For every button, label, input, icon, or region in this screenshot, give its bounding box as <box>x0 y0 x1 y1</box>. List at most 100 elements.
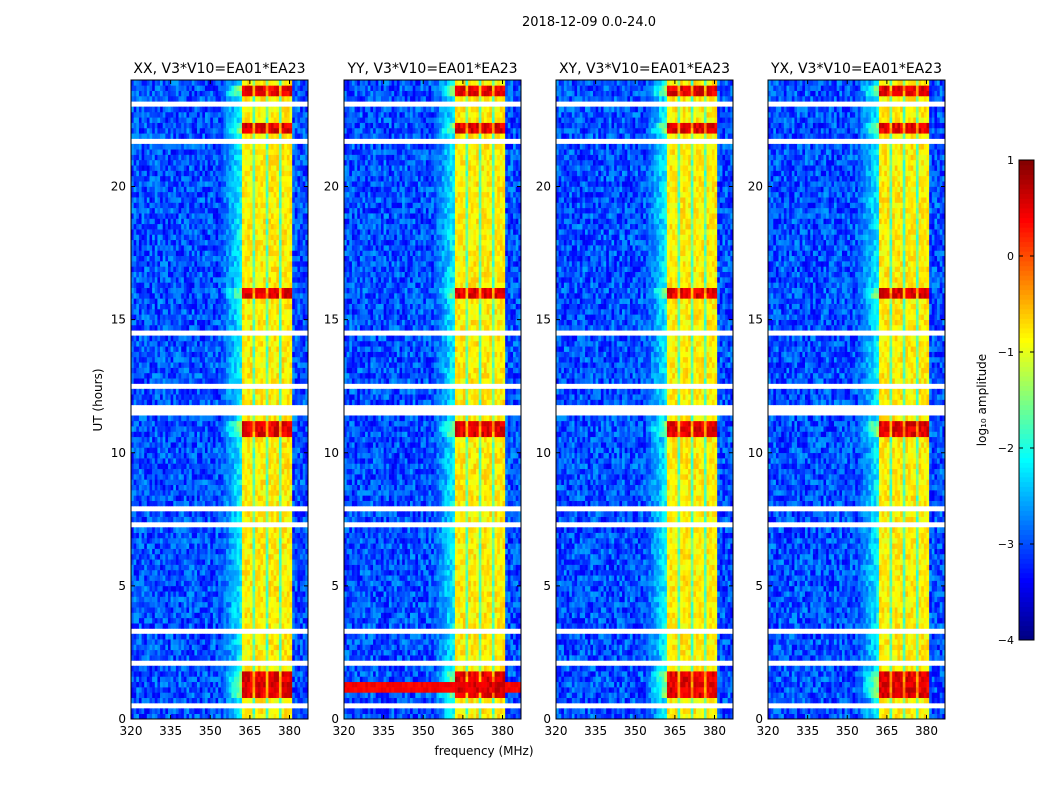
heatmap-cell <box>200 320 203 326</box>
heatmap-cell <box>295 453 298 459</box>
heatmap-cell <box>144 490 147 496</box>
heatmap-cell <box>250 581 253 587</box>
heatmap-cell <box>168 676 171 682</box>
heatmap-cell <box>134 533 137 539</box>
heatmap-cell <box>165 538 168 544</box>
heatmap-cell <box>231 511 234 517</box>
heatmap-cell <box>152 517 155 523</box>
heatmap-cell <box>139 304 142 310</box>
heatmap-cell <box>202 362 205 368</box>
heatmap-cell <box>303 591 306 597</box>
heatmap-cell <box>160 575 163 581</box>
heatmap-cell <box>134 346 137 352</box>
heatmap-cell <box>163 623 166 629</box>
heatmap-cell <box>136 533 139 539</box>
heatmap-cell <box>237 527 240 533</box>
heatmap-cell <box>226 687 229 693</box>
heatmap-cell <box>202 565 205 571</box>
heatmap-cell <box>260 511 263 517</box>
heatmap-cell <box>197 591 200 597</box>
heatmap-cell <box>223 549 226 555</box>
heatmap-cell <box>268 485 271 491</box>
heatmap-cell <box>142 453 145 459</box>
heatmap-cell <box>179 469 182 475</box>
heatmap-cell <box>266 581 269 587</box>
heatmap-cell <box>221 607 224 613</box>
heatmap-cell <box>216 352 219 358</box>
heatmap-cell <box>202 650 205 656</box>
heatmap-cell <box>179 597 182 603</box>
heatmap-cell <box>197 613 200 619</box>
heatmap-cell <box>213 538 216 544</box>
heatmap-cell <box>184 639 187 645</box>
heatmap-cell <box>155 373 158 379</box>
heatmap-cell <box>144 676 147 682</box>
heatmap-cell <box>290 623 293 629</box>
heatmap-cell <box>242 655 245 661</box>
heatmap-cell <box>168 325 171 331</box>
heatmap-cell <box>192 559 195 565</box>
heatmap-cell <box>242 352 245 358</box>
heatmap-cell <box>292 607 295 613</box>
heatmap-cell <box>226 565 229 571</box>
heatmap-cell <box>268 469 271 475</box>
heatmap-cell <box>194 362 197 368</box>
heatmap-cell <box>229 565 232 571</box>
heatmap-cell <box>152 362 155 368</box>
heatmap-cell <box>279 378 282 384</box>
heatmap-cell <box>186 394 189 400</box>
heatmap-cell <box>263 549 266 555</box>
heatmap-cell <box>247 623 250 629</box>
heatmap-cell <box>194 655 197 661</box>
heatmap-cell <box>268 586 271 592</box>
heatmap-cell <box>274 421 277 427</box>
heatmap-cell <box>139 378 142 384</box>
heatmap-cell <box>179 320 182 326</box>
heatmap-cell <box>229 469 232 475</box>
heatmap-cell <box>223 442 226 448</box>
heatmap-cell <box>192 431 195 437</box>
heatmap-cell <box>223 575 226 581</box>
heatmap-cell <box>303 602 306 608</box>
heatmap-cell <box>149 533 152 539</box>
heatmap-cell <box>189 517 192 523</box>
heatmap-cell <box>263 378 266 384</box>
heatmap-cell <box>205 671 208 677</box>
heatmap-cell <box>237 352 240 358</box>
heatmap-cell <box>303 495 306 501</box>
heatmap-cell <box>216 655 219 661</box>
heatmap-cell <box>194 400 197 406</box>
heatmap-cell <box>176 581 179 587</box>
heatmap-cell <box>186 527 189 533</box>
heatmap-cell <box>271 613 274 619</box>
heatmap-cell <box>152 469 155 475</box>
heatmap-cell <box>197 666 200 672</box>
heatmap-cell <box>295 394 298 400</box>
heatmap-cell <box>229 639 232 645</box>
heatmap-cell <box>239 336 242 342</box>
heatmap-cell <box>192 389 195 395</box>
heatmap-cell <box>192 421 195 427</box>
heatmap-cell <box>260 368 263 374</box>
heatmap-cell <box>142 485 145 491</box>
heatmap-cell <box>184 554 187 560</box>
heatmap-cell <box>303 458 306 464</box>
heatmap-cell <box>276 602 279 608</box>
heatmap-cell <box>292 676 295 682</box>
heatmap-cell <box>279 389 282 395</box>
heatmap-cell <box>263 559 266 565</box>
heatmap-cell <box>186 666 189 672</box>
heatmap-cell <box>147 533 150 539</box>
heatmap-cell <box>152 389 155 395</box>
heatmap-cell <box>157 458 160 464</box>
heatmap-cell <box>276 437 279 443</box>
heatmap-cell <box>284 458 287 464</box>
heatmap-cell <box>218 692 221 698</box>
heatmap-cell <box>168 698 171 704</box>
heatmap-cell <box>168 570 171 576</box>
heatmap-cell <box>157 325 160 331</box>
heatmap-cell <box>157 368 160 374</box>
heatmap-cell <box>171 650 174 656</box>
heatmap-cell <box>213 298 216 304</box>
heatmap-cell <box>184 591 187 597</box>
